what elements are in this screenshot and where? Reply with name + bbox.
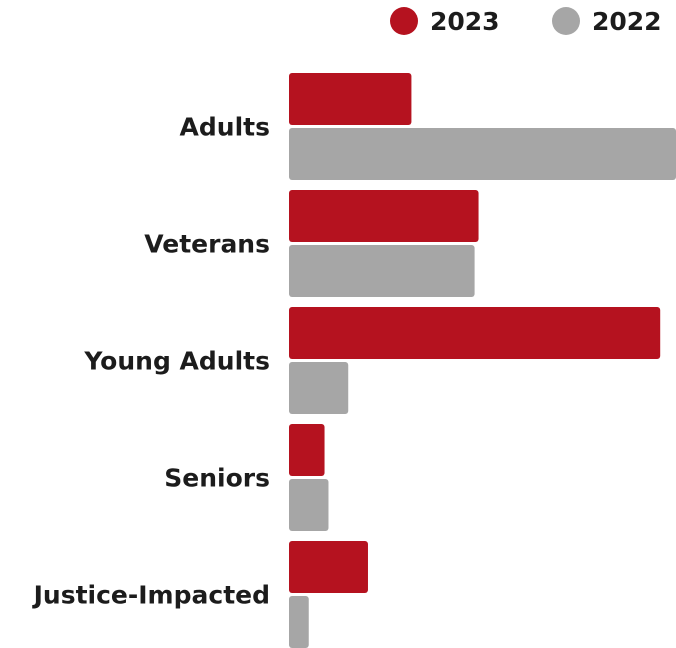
category-label-justice-impacted: Justice-Impacted — [32, 581, 270, 610]
legend-swatch-2023 — [390, 7, 418, 35]
bar-justice-impacted-2023 — [289, 541, 368, 593]
bar-veterans-2022 — [289, 245, 475, 297]
bar-adults-2023 — [289, 73, 412, 125]
legend-label-2023: 2023 — [430, 7, 500, 36]
legend-label-2022: 2022 — [592, 7, 662, 36]
category-label-adults: Adults — [180, 113, 270, 142]
bar-veterans-2023 — [289, 190, 479, 242]
bars — [289, 73, 676, 648]
category-label-veterans: Veterans — [144, 230, 270, 259]
category-labels: Adults Veterans Young Adults Seniors Jus… — [32, 113, 270, 610]
bar-seniors-2023 — [289, 424, 325, 476]
bar-seniors-2022 — [289, 479, 329, 531]
bar-young-adults-2023 — [289, 307, 661, 359]
bar-justice-impacted-2022 — [289, 596, 309, 648]
bar-young-adults-2022 — [289, 362, 349, 414]
bar-adults-2022 — [289, 128, 676, 180]
legend-swatch-2022 — [552, 7, 580, 35]
category-label-seniors: Seniors — [164, 464, 270, 493]
legend: 2023 2022 — [390, 7, 662, 36]
category-label-young-adults: Young Adults — [83, 347, 270, 376]
